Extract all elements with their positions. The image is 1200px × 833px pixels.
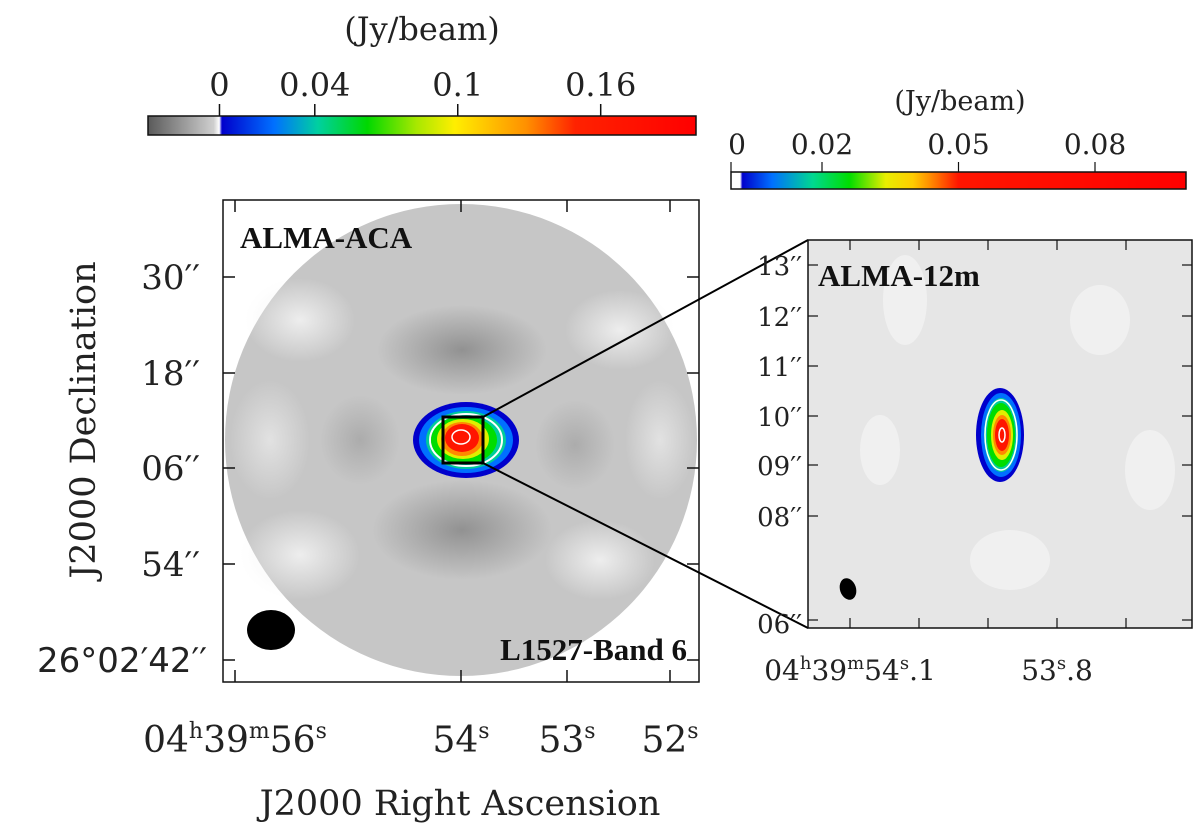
aca-colorbar-tick-label: 0.04: [279, 66, 350, 104]
aca-noise-blob: [240, 510, 360, 600]
aca-x-tick-labels: 04h39m56s 54s 53s 52s: [143, 719, 698, 761]
aca-noise-blob: [320, 395, 400, 485]
12m-noise-blob: [1070, 285, 1130, 355]
12m-y-tick-label: 13′′: [757, 252, 802, 282]
aca-x-axis-label: J2000 Right Ascension: [257, 784, 661, 824]
12m-y-tick-label: 12′′: [757, 303, 802, 333]
aca-colorbar-gradient: [147, 115, 697, 136]
aca-beam-ellipse: [247, 610, 295, 650]
12m-title: ALMA-12m: [818, 258, 980, 293]
aca-colorbar-tick-label: 0: [209, 66, 229, 104]
aca-x-tick-label: 04h39m56s: [143, 719, 327, 761]
aca-colorbar-tick-label: 0.16: [565, 66, 636, 104]
aca-panel: ALMA-ACA L1527-Band 6: [222, 199, 700, 683]
aca-zoom-box: [441, 415, 485, 465]
zoom-connector-top: [482, 239, 809, 418]
12m-noise-blob: [860, 415, 900, 485]
aca-noise-blob: [372, 480, 552, 580]
12m-y-tick-label: 10′′: [757, 403, 802, 433]
aca-colorbar-label: (Jy/beam): [344, 10, 500, 48]
12m-contour-white: [984, 399, 1018, 471]
aca-contour-red: [445, 424, 479, 452]
aca-contour-peak: [451, 429, 471, 445]
12m-y-tick-labels: 13′′ 12′′ 11′′ 10′′ 09′′ 08′′ 06′′: [757, 252, 802, 640]
aca-x-tick-label: 54s: [432, 719, 489, 761]
12m-noise-blob: [1125, 430, 1175, 510]
12m-noise-blob: [970, 530, 1050, 590]
12m-panel: ALMA-12m: [807, 239, 1193, 629]
12m-frame: [807, 239, 1193, 629]
12m-contour-red: [995, 419, 1009, 451]
aca-noise-blob: [230, 380, 310, 500]
12m-x-tick-label: 53s.8: [1021, 653, 1093, 687]
12m-y-tick-label: 08′′: [757, 503, 802, 533]
12m-y-tick-label: 11′′: [757, 353, 802, 383]
12m-x-tick-label: 04h39m54s.1: [764, 653, 936, 687]
aca-x-tick-label: 53s: [538, 719, 595, 761]
12m-colorbar-label: (Jy/beam): [894, 86, 1025, 117]
12m-colorbar-tick-label: 0.08: [1064, 128, 1126, 161]
aca-noise-blob: [565, 290, 675, 370]
zoom-connector-bottom: [482, 462, 809, 629]
aca-image: [225, 204, 697, 676]
12m-noise-blob: [883, 255, 927, 345]
aca-y-axis-label: J2000 Declination: [64, 261, 104, 581]
aca-y-tick-label: 54′′: [141, 545, 200, 585]
12m-beam-ellipse: [839, 578, 857, 600]
12m-frame-ticks: [808, 240, 1192, 628]
aca-title: ALMA-ACA: [240, 220, 413, 255]
12m-colorbar-tick-label: 0.05: [927, 128, 989, 161]
aca-y-tick-label: 18′′: [141, 354, 200, 394]
aca-noise-blob: [377, 305, 547, 395]
12m-x-tick-labels: 04h39m54s.1 53s.8: [764, 653, 1093, 687]
aca-noise-blob: [625, 380, 695, 500]
aca-source-emission: [413, 402, 519, 478]
12m-contour-peak: [998, 427, 1006, 443]
12m-source-emission: [976, 388, 1024, 482]
aca-colorbar: (Jy/beam) 0 0.04 0.1 0.16: [147, 10, 697, 136]
aca-y-tick-label: 30′′: [141, 258, 200, 298]
aca-y-tick-label: 26°02′42′′: [37, 641, 207, 681]
12m-colorbar-tick-label: 0: [728, 128, 746, 161]
aca-frame-ticks: [223, 200, 699, 682]
12m-colorbar-gradient: [730, 171, 1187, 190]
12m-colorbar-tick-label: 0.02: [791, 128, 853, 161]
12m-y-tick-label: 06′′: [757, 610, 802, 640]
aca-noise-blob: [535, 400, 615, 490]
aca-contour-white: [429, 413, 503, 467]
aca-noise-blob: [545, 520, 655, 600]
12m-y-tick-label: 09′′: [757, 452, 802, 482]
12m-noise: [860, 255, 1175, 590]
aca-annotation: L1527-Band 6: [500, 632, 687, 667]
12m-colorbar: (Jy/beam) 0 0.02 0.05 0.08: [728, 86, 1187, 190]
aca-x-tick-label: 52s: [641, 719, 698, 761]
aca-y-tick-labels: 30′′ 18′′ 06′′ 54′′ 26°02′42′′: [37, 258, 207, 681]
aca-colorbar-tick-label: 0.1: [432, 66, 483, 104]
aca-y-tick-label: 06′′: [141, 449, 200, 489]
aca-noise-blob: [245, 278, 355, 362]
